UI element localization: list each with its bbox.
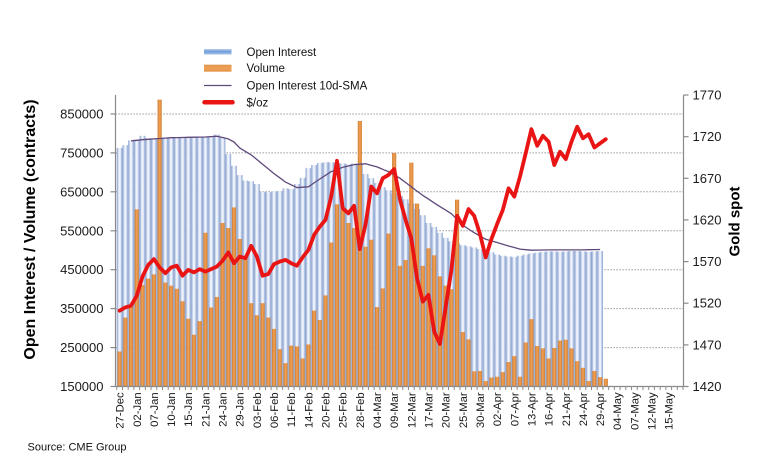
svg-text:550000: 550000 <box>60 223 103 238</box>
svg-text:450000: 450000 <box>60 262 103 277</box>
svg-text:1720: 1720 <box>693 129 722 144</box>
svg-text:1420: 1420 <box>693 379 722 394</box>
svg-text:350000: 350000 <box>60 301 103 316</box>
svg-text:29-Apr: 29-Apr <box>595 392 607 426</box>
svg-text:07-May: 07-May <box>629 392 641 430</box>
svg-text:1470: 1470 <box>693 337 722 352</box>
svg-text:1570: 1570 <box>693 254 722 269</box>
svg-text:12-Mar: 12-Mar <box>406 392 418 428</box>
svg-text:Open Interest 10d-SMA: Open Interest 10d-SMA <box>247 81 368 93</box>
svg-text:02-Jan: 02-Jan <box>132 392 144 427</box>
svg-text:13-Apr: 13-Apr <box>526 392 538 426</box>
svg-text:25-Mar: 25-Mar <box>458 392 470 428</box>
svg-text:11-Feb: 11-Feb <box>286 392 298 427</box>
svg-text:Volume: Volume <box>247 63 285 75</box>
svg-text:28-Feb: 28-Feb <box>355 392 367 428</box>
svg-text:03-Feb: 03-Feb <box>252 392 264 428</box>
svg-text:Open Interest / Volume (contra: Open Interest / Volume (contracts) <box>22 99 39 359</box>
svg-text:Gold spot: Gold spot <box>727 187 744 257</box>
svg-text:650000: 650000 <box>60 184 103 199</box>
svg-text:14-Feb: 14-Feb <box>303 392 315 428</box>
svg-text:07-Apr: 07-Apr <box>509 392 521 426</box>
svg-text:04-May: 04-May <box>612 392 624 430</box>
svg-text:09-Mar: 09-Mar <box>389 392 401 428</box>
svg-text:07-Jan: 07-Jan <box>149 392 161 427</box>
svg-text:20-Mar: 20-Mar <box>441 392 453 428</box>
svg-text:24-Jan: 24-Jan <box>218 392 230 427</box>
svg-text:21-Apr: 21-Apr <box>561 392 573 426</box>
svg-text:27-Dec: 27-Dec <box>115 392 127 429</box>
svg-text:29-Jan: 29-Jan <box>235 392 247 427</box>
svg-text:750000: 750000 <box>60 145 103 160</box>
svg-text:Source: CME Group: Source: CME Group <box>28 442 127 454</box>
svg-text:24-Apr: 24-Apr <box>578 392 590 426</box>
svg-text:$/oz: $/oz <box>247 97 269 109</box>
svg-text:17-Mar: 17-Mar <box>424 392 436 428</box>
svg-text:1620: 1620 <box>693 212 722 227</box>
svg-text:1670: 1670 <box>693 171 722 186</box>
svg-text:1770: 1770 <box>693 88 722 103</box>
svg-text:10-Jan: 10-Jan <box>166 392 178 427</box>
svg-text:250000: 250000 <box>60 340 103 355</box>
svg-text:25-Feb: 25-Feb <box>338 392 350 428</box>
svg-text:04-Mar: 04-Mar <box>372 392 384 428</box>
svg-text:Open Interest: Open Interest <box>247 47 317 59</box>
svg-text:850000: 850000 <box>60 107 103 122</box>
svg-text:1520: 1520 <box>693 296 722 311</box>
svg-text:02-Apr: 02-Apr <box>492 392 504 426</box>
svg-text:06-Feb: 06-Feb <box>269 392 281 428</box>
svg-text:21-Jan: 21-Jan <box>200 392 212 427</box>
svg-text:20-Feb: 20-Feb <box>321 392 333 428</box>
svg-text:15-May: 15-May <box>664 392 676 430</box>
svg-text:16-Apr: 16-Apr <box>544 392 556 426</box>
svg-text:12-May: 12-May <box>647 392 659 430</box>
svg-text:15-Jan: 15-Jan <box>183 392 195 427</box>
svg-text:30-Mar: 30-Mar <box>475 392 487 428</box>
svg-text:150000: 150000 <box>60 379 103 394</box>
